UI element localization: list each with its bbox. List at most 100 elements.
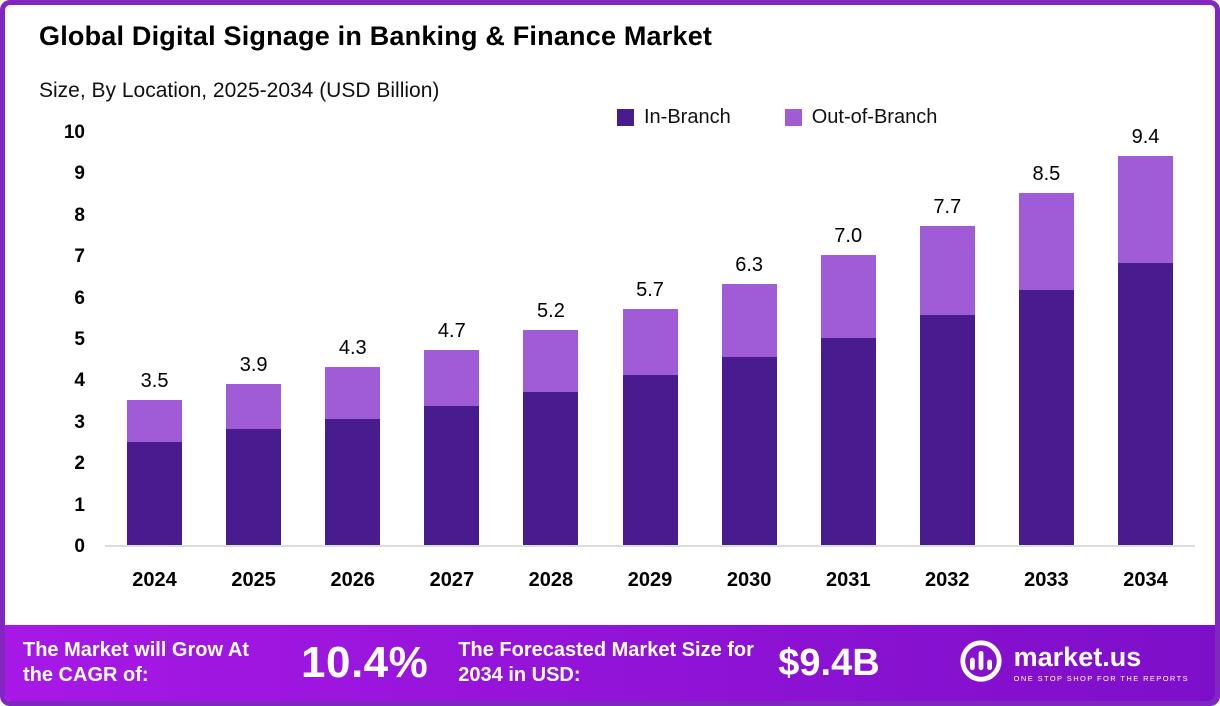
footer-banner: The Market will Grow At the CAGR of: 10.… xyxy=(5,625,1215,701)
y-tick-label: 2 xyxy=(74,453,85,475)
bar-total-label: 4.7 xyxy=(437,320,466,343)
legend-item-out-of-branch: Out-of-Branch xyxy=(784,106,938,129)
bar-group-2029: 5.7 xyxy=(600,133,699,545)
x-axis-labels: 2024 2025 2026 2027 2028 2029 2030 2031 2032 2033… xyxy=(105,569,1195,592)
bar-stack xyxy=(919,226,975,545)
bar-segment-in-branch xyxy=(127,441,183,545)
bar-group-2027: 4.7 xyxy=(402,133,501,545)
bar-segment-in-branch xyxy=(226,429,282,545)
bar-segment-out-of-branch xyxy=(523,329,579,392)
bar-group-2024: 3.5 xyxy=(105,133,204,545)
bar-group-2030: 6.3 xyxy=(700,133,799,545)
bar-total-label: 9.4 xyxy=(1131,125,1160,148)
x-axis-label: 2029 xyxy=(627,569,673,591)
x-axis-label: 2033 xyxy=(1024,569,1069,591)
forecast-label: The Forecasted Market Size for 2034 in U… xyxy=(458,639,754,686)
bar-stack xyxy=(622,309,678,545)
brand-tagline: ONE STOP SHOP FOR THE REPORTS xyxy=(1013,673,1189,683)
bar-total-label: 5.2 xyxy=(537,299,565,322)
bar-stack xyxy=(820,255,876,545)
bar-segment-out-of-branch xyxy=(721,284,777,357)
y-axis: 0 1 2 3 4 5 6 7 8 9 10 xyxy=(41,122,85,557)
bar-segment-in-branch xyxy=(622,375,678,545)
x-axis-label: 2030 xyxy=(726,569,772,591)
x-axis-label: 2032 xyxy=(925,569,970,591)
bar-group-2031: 7.0 xyxy=(799,133,898,545)
bar-segment-out-of-branch xyxy=(127,400,183,442)
cagr-label: The Market will Grow At the CAGR of: xyxy=(23,639,249,686)
bar-segment-in-branch xyxy=(919,315,975,545)
bar-total-label: 5.7 xyxy=(636,279,664,302)
bar-group-2025: 3.9 xyxy=(204,133,303,545)
y-tick-label: 0 xyxy=(74,536,85,557)
bar-segment-out-of-branch xyxy=(820,255,876,338)
bar-segment-out-of-branch xyxy=(226,383,282,430)
y-tick-label: 9 xyxy=(74,163,85,185)
bar-group-2026: 4.3 xyxy=(303,133,402,545)
bar-stack xyxy=(127,400,183,545)
x-axis-label: 2028 xyxy=(528,569,574,591)
y-tick-label: 6 xyxy=(74,287,85,309)
brand-logo-block: market.us ONE STOP SHOP FOR THE REPORTS xyxy=(958,638,1197,689)
legend-label: Out-of-Branch xyxy=(811,106,938,128)
bar-segment-out-of-branch xyxy=(622,309,678,376)
x-axis-label: 2026 xyxy=(330,569,375,591)
legend-swatch xyxy=(784,109,802,126)
y-tick-label: 1 xyxy=(74,494,85,516)
bar-segment-out-of-branch xyxy=(1018,193,1074,291)
chart-title: Global Digital Signage in Banking & Fina… xyxy=(39,21,713,51)
bar-total-label: 3.9 xyxy=(239,353,268,376)
chart-subtitle: Size, By Location, 2025-2034 (USD Billio… xyxy=(39,79,440,102)
legend: In-Branch Out-of-Branch xyxy=(617,106,937,129)
bar-segment-in-branch xyxy=(1018,290,1074,545)
bar-segment-in-branch xyxy=(1117,263,1173,545)
bar-total-label: 4.3 xyxy=(338,336,367,359)
bar-group-2032: 7.7 xyxy=(898,133,997,545)
bar-segment-out-of-branch xyxy=(1117,155,1173,264)
y-tick-label: 4 xyxy=(74,370,85,392)
brand-text: market.us ONE STOP SHOP FOR THE REPORTS xyxy=(1013,641,1189,683)
y-tick-label: 8 xyxy=(74,204,85,226)
bar-segment-in-branch xyxy=(424,406,480,545)
bar-segment-in-branch xyxy=(523,391,579,545)
x-axis-label: 2034 xyxy=(1123,569,1168,591)
legend-item-in-branch: In-Branch xyxy=(617,106,731,129)
x-axis-label: 2031 xyxy=(825,569,871,591)
bar-segment-in-branch xyxy=(820,338,876,545)
bar-segment-out-of-branch xyxy=(325,366,381,419)
bar-total-label: 7.0 xyxy=(834,225,863,248)
y-tick-label: 3 xyxy=(74,411,85,433)
bar-segment-in-branch xyxy=(325,418,381,545)
bar-stack xyxy=(721,284,777,545)
bar-stack xyxy=(226,383,282,545)
plot-area: 3.5 3.9 4.3 4.7 5.2 5.7 6.3 7.0 7.7 8.5 9.4 xyxy=(105,126,1195,547)
bar-total-label: 3.5 xyxy=(140,370,169,393)
bar-segment-out-of-branch xyxy=(919,226,975,316)
bar-group-2034: 9.4 xyxy=(1096,126,1195,545)
bar-segment-in-branch xyxy=(721,356,777,545)
brand-name: market.us xyxy=(1013,641,1142,672)
x-axis-label: 2027 xyxy=(429,569,475,591)
bar-stack xyxy=(424,350,480,545)
cagr-value: 10.4% xyxy=(301,638,429,687)
bar-stack xyxy=(1018,193,1074,545)
bar-group-2028: 5.2 xyxy=(501,133,600,545)
bar-stack xyxy=(1117,155,1173,545)
marketus-logo-icon xyxy=(958,638,1004,689)
bar-stack xyxy=(325,366,381,545)
bar-segment-out-of-branch xyxy=(424,350,480,407)
bar-total-label: 6.3 xyxy=(735,254,764,277)
y-tick-label: 5 xyxy=(74,329,85,350)
x-axis-label: 2025 xyxy=(231,569,276,591)
bar-total-label: 8.5 xyxy=(1032,163,1061,186)
y-tick-label: 7 xyxy=(74,246,85,268)
x-axis-label: 2024 xyxy=(132,569,177,591)
bar-group-2033: 8.5 xyxy=(997,133,1096,545)
bar-stack xyxy=(523,329,579,545)
bar-total-label: 7.7 xyxy=(933,196,962,219)
y-tick-label: 10 xyxy=(63,122,85,143)
legend-swatch xyxy=(617,109,634,126)
forecast-value: $9.4B xyxy=(778,641,880,684)
legend-label: In-Branch xyxy=(644,106,731,128)
